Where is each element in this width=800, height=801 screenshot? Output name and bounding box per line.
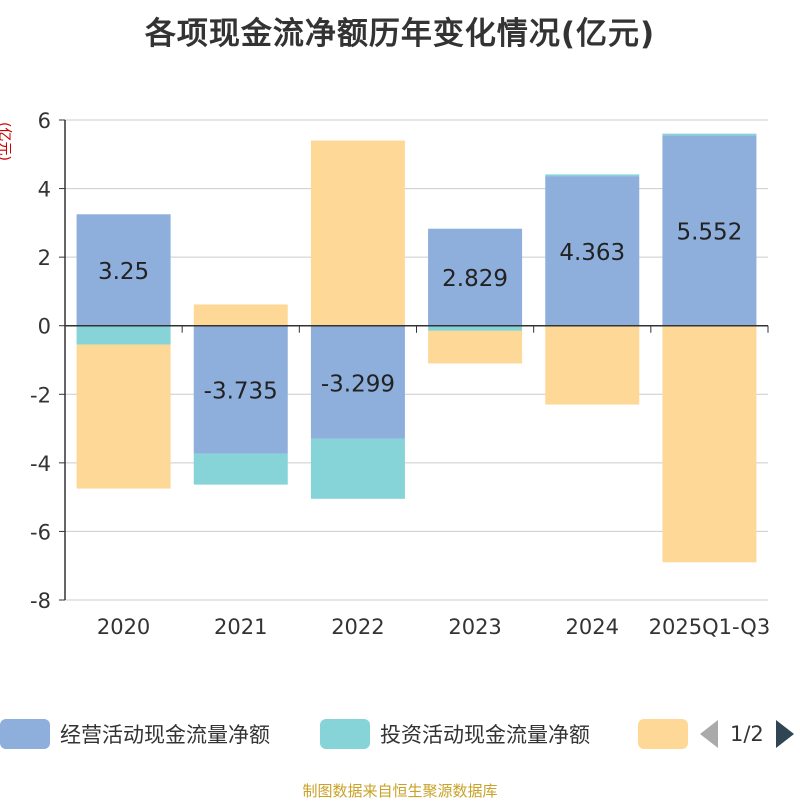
- bar-series-1-2023: [428, 325, 523, 331]
- x-tick-label: 2020: [97, 615, 150, 639]
- y-tick-label: -6: [30, 520, 51, 544]
- legend-item-investing[interactable]: 投资活动现金流量净额: [320, 718, 590, 750]
- pager-page-indicator: 1/2: [730, 722, 764, 746]
- data-label: 5.552: [676, 220, 742, 246]
- legend-swatch-investing: [320, 719, 370, 749]
- data-label: -3.299: [321, 371, 395, 397]
- bar-series-0-2021: [193, 325, 288, 454]
- bar-series-1-2024: [545, 174, 640, 177]
- legend-label-investing: 投资活动现金流量净额: [380, 723, 590, 747]
- legend-item-operating[interactable]: 经营活动现金流量净额: [0, 718, 270, 750]
- bar-layer: [76, 133, 757, 563]
- x-tick-label: 2022: [331, 615, 384, 639]
- bar-series-2-2025Q1-Q3: [662, 325, 757, 563]
- data-label: 3.25: [98, 259, 149, 285]
- x-tick-label: 2023: [448, 615, 501, 639]
- x-tick-label: 2021: [214, 615, 267, 639]
- bar-series-2-2022: [310, 140, 405, 326]
- bar-series-1-2020: [76, 325, 171, 345]
- legend-swatch-operating: [0, 719, 50, 749]
- label-layer: 3.25 -3.735 -3.299 2.829 4.363 5.552: [98, 220, 742, 405]
- bar-series-2-2021: [193, 304, 288, 326]
- legend-item-financing[interactable]: [638, 718, 698, 750]
- legend-label-operating: 经营活动现金流量净额: [60, 723, 270, 747]
- bar-series-0-2022: [310, 325, 405, 439]
- y-axis-unit-label: (亿元): [0, 122, 12, 161]
- bar-series-0-2025Q1-Q3: [662, 135, 757, 326]
- bar-series-1-2025Q1-Q3: [662, 133, 757, 136]
- legend-pager: 1/2: [700, 718, 794, 750]
- chart-title: 各项现金流净额历年变化情况(亿元): [144, 16, 656, 52]
- pager-prev-arrow-icon[interactable]: [700, 720, 718, 748]
- x-tick-label: 2025Q1-Q3: [649, 615, 771, 639]
- data-label: 2.829: [442, 266, 508, 292]
- bar-series-1-2021: [193, 453, 288, 485]
- data-label: -3.735: [204, 379, 278, 405]
- y-tick-label: 0: [38, 315, 51, 339]
- axis-layer: 6 4 2 0 -2 -4 -6 -8 2020 2021 2022 2023 2024 2025Q1-Q…: [30, 109, 770, 639]
- data-label: 4.363: [559, 240, 625, 266]
- bar-series-2-2024: [545, 325, 640, 405]
- y-tick-label: -8: [30, 589, 51, 613]
- bar-series-0-2024: [545, 176, 640, 326]
- y-tick-label: -2: [30, 383, 51, 407]
- pager-next-arrow-icon[interactable]: [775, 720, 794, 748]
- y-tick-label: 2: [38, 246, 51, 270]
- legend-swatch-financing: [638, 719, 688, 749]
- footer-source: 制图数据来自恒生聚源数据库: [302, 782, 498, 800]
- y-tick-label: -4: [30, 452, 51, 476]
- bar-series-2-2020: [76, 344, 171, 489]
- y-tick-label: 4: [38, 178, 51, 202]
- x-tick-label: 2024: [566, 615, 619, 639]
- y-tick-label: 6: [38, 109, 51, 133]
- bar-series-2-2023: [428, 330, 523, 364]
- bar-series-0-2023: [428, 228, 523, 326]
- grid-layer: [65, 119, 768, 601]
- bar-series-0-2020: [76, 214, 171, 326]
- bar-series-1-2022: [310, 438, 405, 499]
